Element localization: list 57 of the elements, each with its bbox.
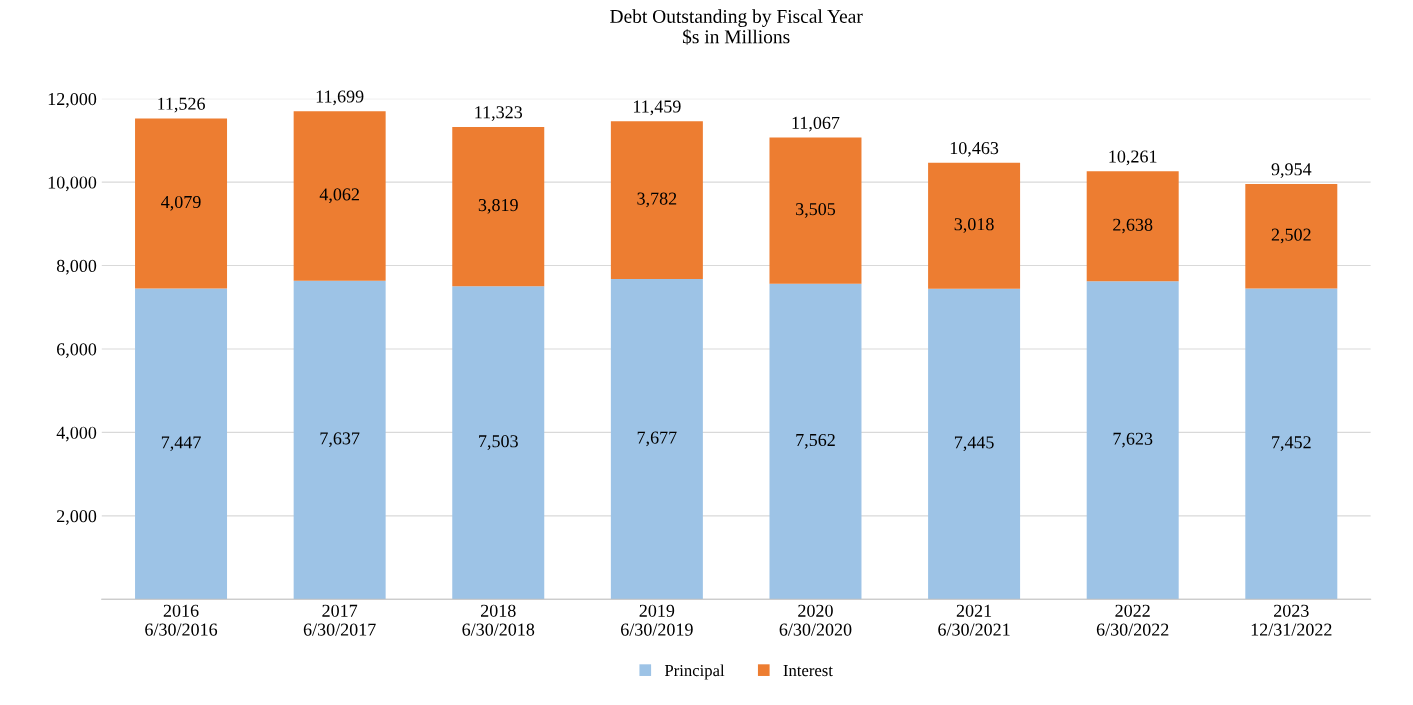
data-label: 7,452 <box>1272 436 1311 451</box>
data-label: 3,505 <box>796 203 836 218</box>
data-label: 2,502 <box>1271 228 1311 244</box>
data-label: 7,503 <box>479 435 518 450</box>
chart-title: Debt Outstanding by Fiscal Year $s in Millions <box>610 9 863 45</box>
y-tick-label: 8,000 <box>56 259 97 275</box>
x-tick-label: 2020 6/30/2020 <box>779 604 852 636</box>
bar <box>1245 184 1338 289</box>
bar <box>928 288 1021 600</box>
y-tick-label: 6,000 <box>57 343 97 359</box>
total-label: 10,463 <box>950 141 999 157</box>
bar <box>928 162 1021 289</box>
data-label: 7,447 <box>161 436 201 452</box>
legend-label: Principal <box>664 664 725 680</box>
total-label: 11,459 <box>633 100 681 116</box>
data-label: 7,677 <box>637 431 677 447</box>
total-label: 9,954 <box>1271 163 1312 178</box>
bar <box>452 286 545 600</box>
data-label: 7,562 <box>796 433 835 449</box>
x-tick-label: 2017 6/30/2017 <box>303 604 376 636</box>
x-tick-label: 2019 6/30/2019 <box>621 604 693 636</box>
bar <box>610 279 703 600</box>
bar <box>135 288 228 600</box>
data-label: 4,062 <box>319 188 359 204</box>
total-label: 10,261 <box>1109 150 1157 166</box>
x-tick-label: 2023 12/31/2022 <box>1251 604 1332 636</box>
data-label: 7,623 <box>1113 432 1153 448</box>
x-tick-label: 2016 6/30/2016 <box>145 604 218 636</box>
data-label: 4,079 <box>161 195 201 211</box>
y-tick-label: 12,000 <box>48 92 97 108</box>
data-label: 3,819 <box>478 198 518 214</box>
x-tick-label: 2018 6/30/2018 <box>462 604 535 636</box>
bar <box>452 126 545 287</box>
bar <box>1086 281 1179 600</box>
bar <box>769 283 862 600</box>
bar <box>1245 288 1338 600</box>
data-label: 7,445 <box>954 436 994 452</box>
bar <box>293 111 386 281</box>
total-label: 11,699 <box>316 90 364 106</box>
y-tick-label: 10,000 <box>48 176 97 192</box>
x-tick-label: 2021 6/30/2021 <box>938 604 1010 636</box>
bar <box>135 118 228 289</box>
total-label: 11,323 <box>475 106 523 121</box>
data-label: 3,018 <box>954 218 994 233</box>
bar <box>769 137 862 284</box>
data-label: 2,638 <box>1113 218 1153 234</box>
data-label: 7,637 <box>320 432 360 448</box>
y-tick-label: 2,000 <box>57 510 97 525</box>
bar <box>610 121 703 280</box>
bar <box>1086 171 1179 282</box>
bar <box>293 280 386 600</box>
total-label: 11,067 <box>792 116 840 132</box>
x-tick-label: 2022 6/30/2022 <box>1096 604 1169 636</box>
legend-label: Interest <box>783 665 833 677</box>
data-label: 3,782 <box>637 192 677 208</box>
y-tick-label: 4,000 <box>56 426 97 442</box>
total-label: 11,526 <box>158 97 205 113</box>
